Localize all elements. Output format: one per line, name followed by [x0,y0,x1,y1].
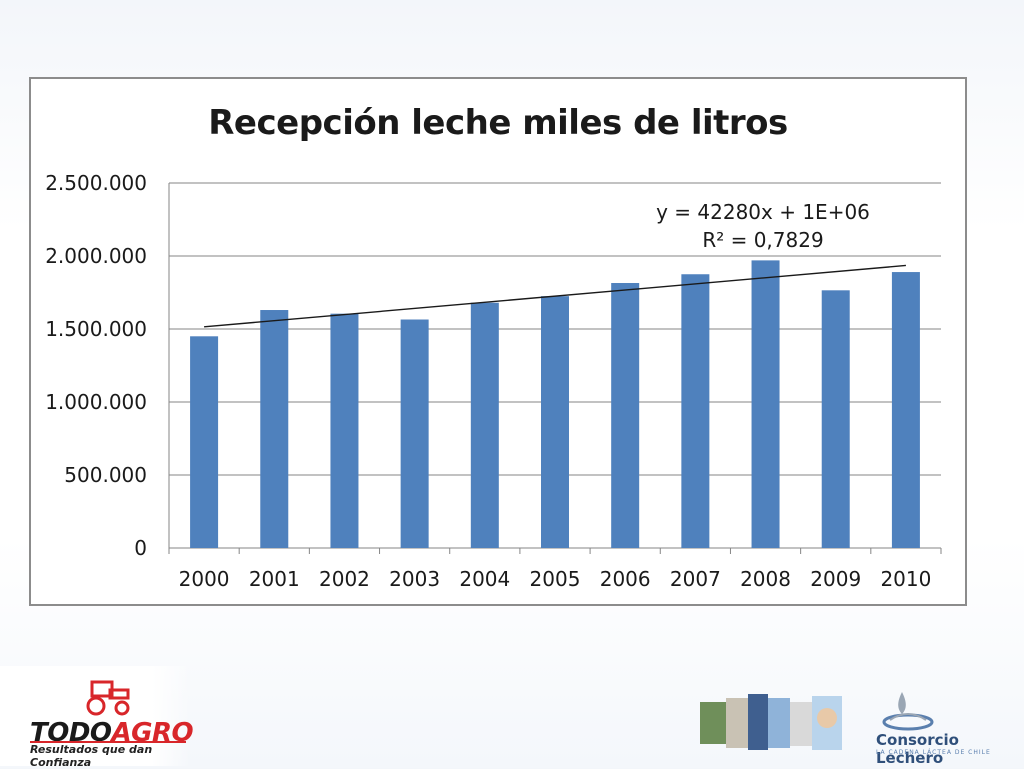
bar [330,313,359,548]
trendline-r2: R² = 0,7829 [702,228,823,252]
consorcio-tagline: LA CADENA LÁCTEA DE CHILE [876,749,991,756]
x-tick-label: 2000 [179,567,230,591]
x-tick-label: 2007 [670,567,721,591]
x-tick-label: 2005 [530,567,581,591]
x-tick-label: 2002 [319,567,370,591]
bar [891,272,920,548]
chart-title: Recepción leche miles de litros [208,103,788,143]
x-tick-label: 2010 [880,567,931,591]
x-tick-label: 2003 [389,567,440,591]
chart-frame: Recepción leche miles de litros 0 500.000… [29,77,967,606]
x-tick-label: 2004 [459,567,510,591]
bar-chart: 0 500.000 1.000.000 1.500.000 2.000.000 2.500… [45,171,942,591]
milk-splash-icon [882,692,934,731]
x-tick-label: 2009 [810,567,861,591]
y-tick-label: 2.000.000 [45,244,147,268]
dairy-photo-strip [700,694,842,750]
bar [611,283,640,548]
bar [190,336,219,548]
y-tick-label: 1.000.000 [45,390,147,414]
consorcio-name: Consorcio Lechero [876,731,959,767]
x-tick-label: 2006 [600,567,651,591]
trendline-equation: y = 42280x + 1E+06 [656,200,870,224]
bar [260,310,289,548]
bar [400,319,429,548]
y-tick-label: 1.500.000 [45,317,147,341]
y-tick-label: 0 [134,536,147,560]
y-tick-label: 500.000 [64,463,147,487]
trendline [204,264,906,328]
bar [681,274,710,548]
bar [821,290,850,548]
bar [470,302,499,548]
tractor-icon [86,680,130,716]
y-tick-label: 2.500.000 [45,171,147,195]
bar [541,296,569,548]
bar [751,260,780,548]
x-tick-label: 2008 [740,567,791,591]
x-tick-label: 2001 [249,567,300,591]
todoagro-brand: TODOAGRO [30,718,194,748]
todoagro-tagline: Resultados que dan Confianza [30,741,186,769]
